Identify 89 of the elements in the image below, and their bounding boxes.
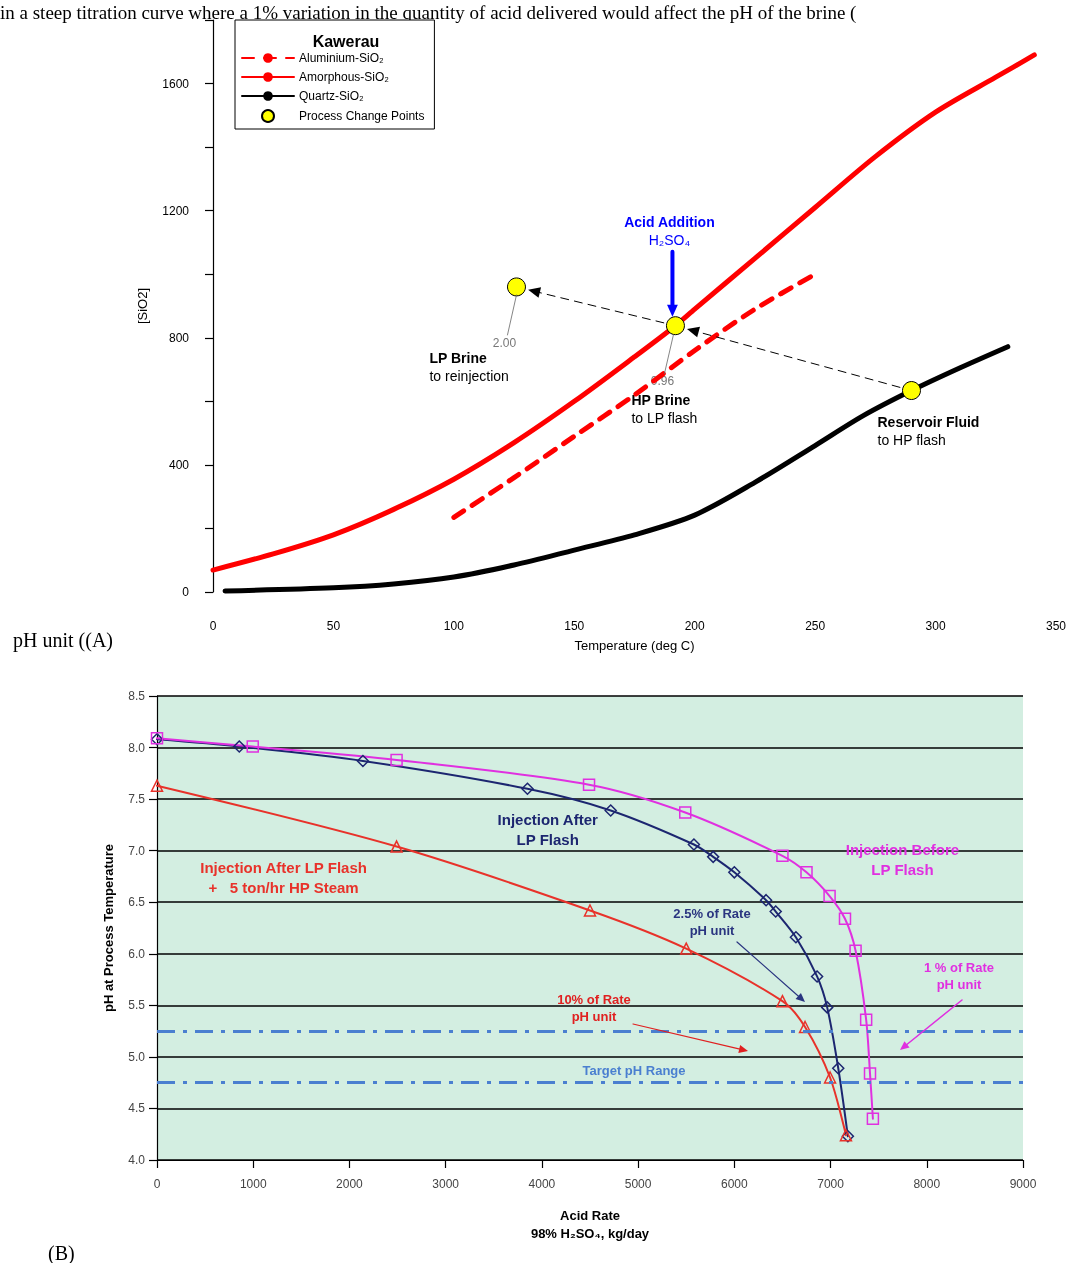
y-tick-label: 1200 — [162, 203, 190, 218]
legend-label: Process Change Points — [299, 109, 425, 123]
point — [665, 316, 685, 336]
y-tick-label: 400 — [168, 457, 190, 472]
x-tick-label: 150 — [564, 619, 585, 633]
point — [583, 904, 597, 917]
x-tick-label: 250 — [805, 619, 826, 633]
point — [789, 931, 803, 944]
point — [604, 804, 617, 817]
annotation: in a steep titration curve where a 1% variation in the quantity of acid delivered would affect the pH of the brine ( — [0, 2, 857, 24]
point — [863, 1067, 877, 1080]
series-label: Injection After LP Flash + 5 ton/hr HP Steam — [200, 859, 367, 897]
x-tick-label: 0 — [153, 1177, 161, 1191]
x-tick-label: 100 — [443, 619, 465, 633]
annotation: HP Brine to LP flash — [631, 391, 698, 426]
x-axis-title: Acid Rate 98% H₂SO₄, kg/day — [530, 1207, 650, 1241]
y-tick-label: 7.5 — [128, 792, 146, 807]
y-axis-title: [SiO2] — [134, 287, 150, 325]
x-tick-label: 6000 — [720, 1177, 748, 1191]
annotation: 2.00 — [492, 335, 517, 350]
y-tick-label: 6.0 — [128, 946, 146, 961]
x-tick-label: 5000 — [624, 1177, 652, 1191]
point — [866, 1112, 880, 1126]
point — [687, 838, 701, 851]
point — [832, 1061, 845, 1075]
legend-label: Amorphous-SiO₂ — [299, 70, 390, 84]
point — [902, 381, 921, 401]
y-tick-label: 8.5 — [128, 689, 146, 703]
y-tick-label: 5.0 — [128, 1049, 146, 1064]
point — [800, 866, 813, 879]
legend-label: Quartz-SiO₂ — [299, 89, 365, 103]
point — [679, 806, 692, 819]
annotation: 2.5% of Rate pH unit — [673, 906, 751, 938]
point — [356, 754, 370, 768]
annotation: Acid Addition H₂SO₄ — [624, 213, 715, 248]
point — [679, 942, 693, 955]
x-tick-label: 1000 — [239, 1177, 267, 1191]
y-tick-label: 4.5 — [128, 1101, 146, 1116]
x-tick-label: 3000 — [432, 1177, 460, 1191]
y-tick-label: 8.0 — [128, 740, 146, 755]
point — [838, 912, 852, 925]
annotation: 10% of Rate pH unit — [557, 992, 631, 1024]
point — [521, 782, 534, 796]
y-axis-title: pH at Process Temperature — [100, 843, 116, 1013]
point — [233, 740, 246, 753]
x-tick-label: 300 — [925, 619, 946, 633]
annotation: Target pH Range — [582, 1062, 686, 1078]
point — [507, 277, 526, 297]
text: pH unit ((A) — [13, 629, 113, 652]
x-tick-label: 50 — [326, 619, 341, 633]
point — [776, 994, 789, 1008]
y-tick-label: 800 — [168, 330, 190, 345]
point — [859, 1013, 873, 1027]
point — [820, 1001, 834, 1014]
point — [776, 849, 789, 863]
point — [810, 970, 824, 983]
legend-label: Aluminium-SiO₂ — [299, 51, 385, 65]
point — [769, 905, 782, 918]
x-tick-label: 7000 — [817, 1177, 845, 1191]
legend-title: Kawerau — [312, 32, 380, 50]
y-tick-label: 0 — [182, 585, 190, 599]
x-tick-label: 2000 — [336, 1177, 364, 1191]
x-axis-title: Temperature (deg C) — [574, 638, 695, 654]
point — [823, 889, 836, 903]
y-tick-label: 7.0 — [128, 843, 146, 858]
x-tick-label: 8000 — [913, 1177, 941, 1191]
y-tick-label: 5.5 — [128, 998, 146, 1013]
annotation: Reservoir Fluid to HP flash — [877, 413, 980, 448]
annotation: LP Brine to reinjection — [429, 349, 509, 384]
point — [150, 779, 164, 792]
point — [582, 778, 596, 791]
y-tick-label: 4.0 — [128, 1153, 146, 1167]
point — [823, 1071, 837, 1084]
series-label: Injection After LP Flash — [497, 810, 598, 848]
x-tick-label: 350 — [1045, 619, 1067, 633]
x-tick-label: 9000 — [1009, 1177, 1037, 1191]
point — [390, 753, 403, 767]
y-tick-label: 6.5 — [128, 895, 146, 910]
point — [390, 840, 403, 853]
x-tick-label: 200 — [684, 619, 706, 633]
x-tick-label: 0 — [209, 619, 217, 633]
point — [706, 850, 720, 864]
point — [728, 866, 741, 879]
point — [759, 893, 773, 907]
x-tick-label: 4000 — [528, 1177, 556, 1191]
y-tick-label: 1600 — [162, 76, 190, 91]
annotation: 1 % of Rate pH unit — [923, 960, 995, 992]
point — [246, 740, 259, 753]
point — [849, 944, 862, 957]
